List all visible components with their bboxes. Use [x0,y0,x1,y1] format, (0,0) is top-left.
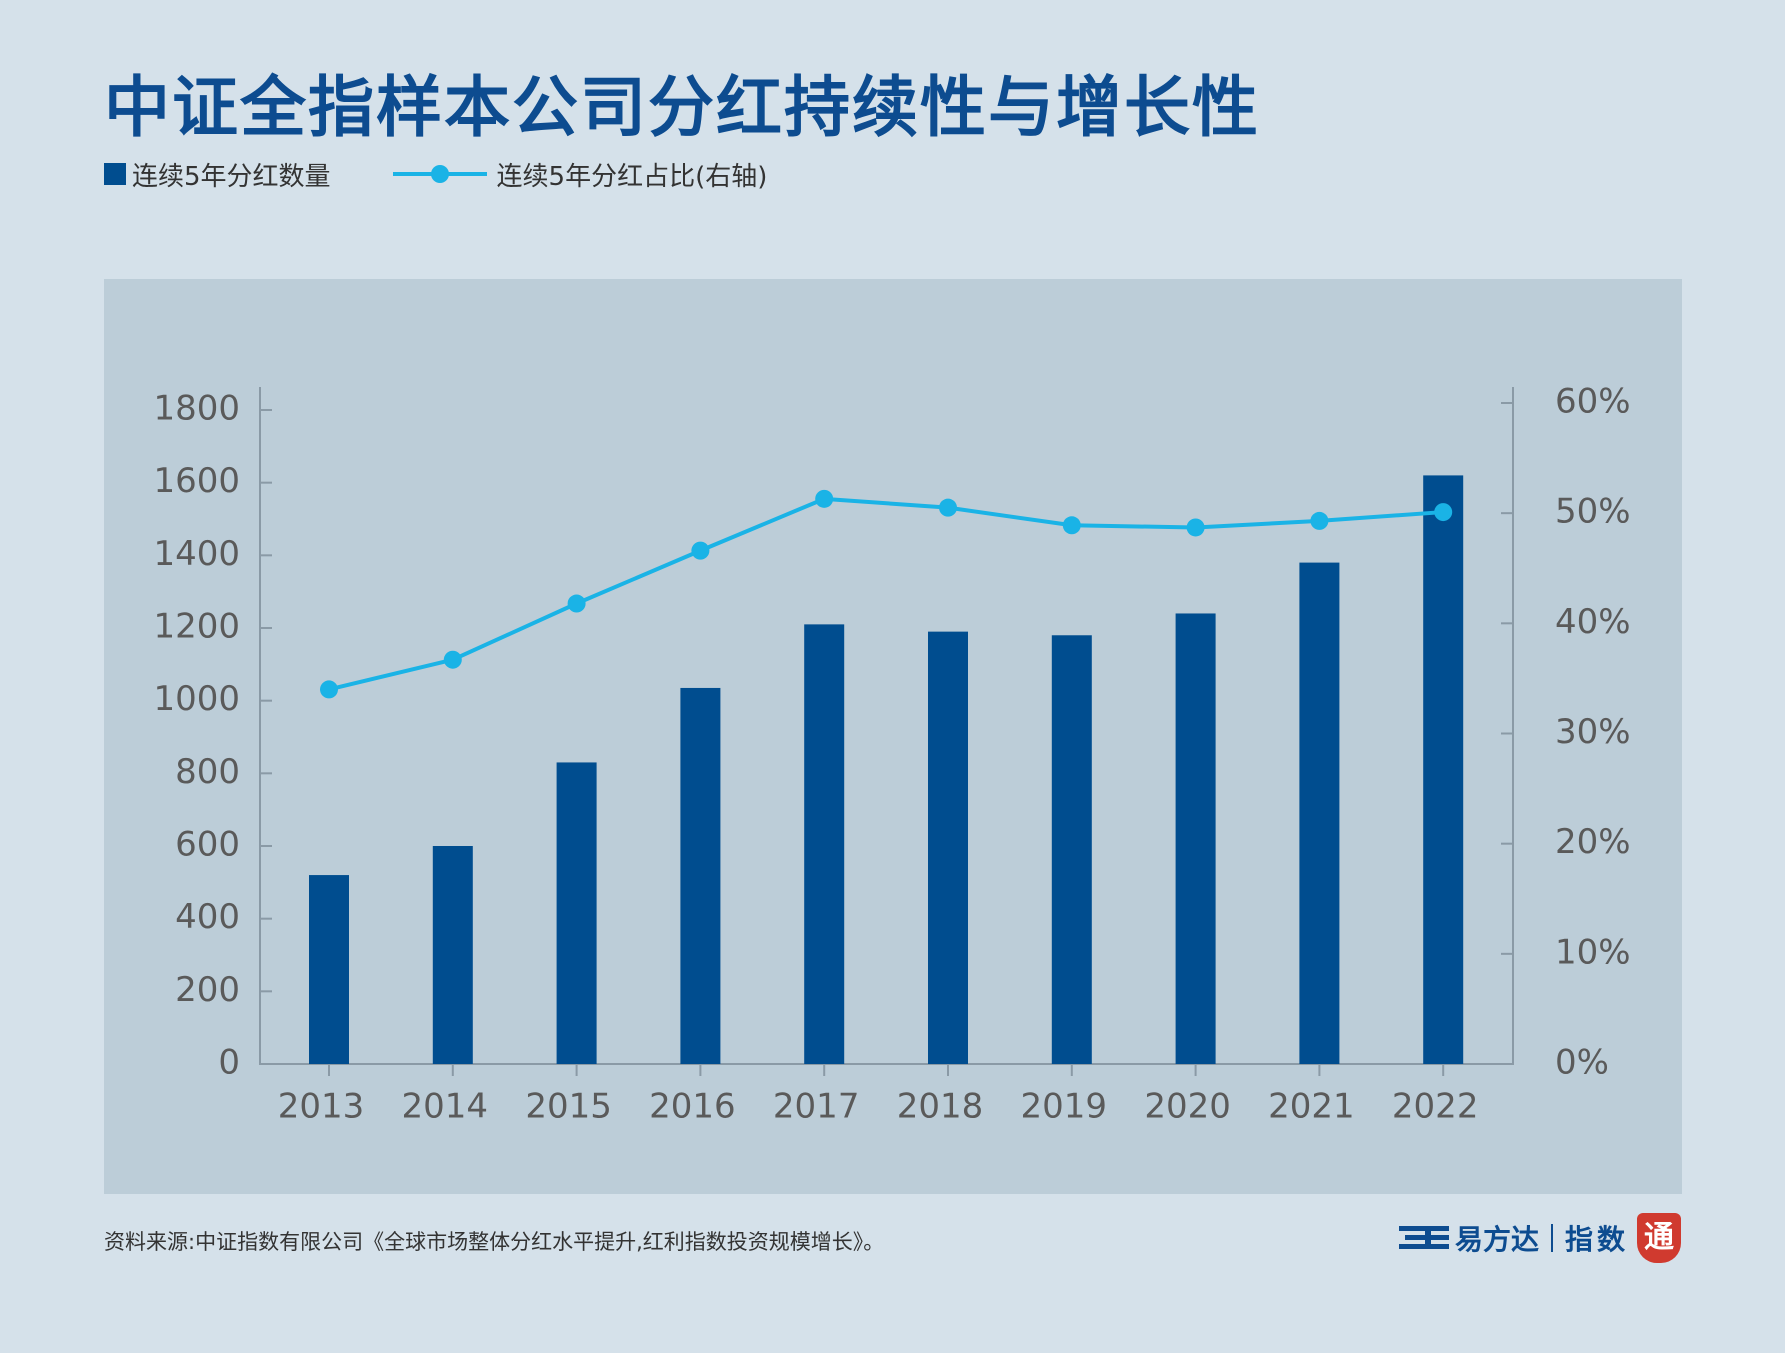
ratio-point-2022 [1434,503,1453,522]
ratio-point-2014 [443,650,462,669]
right-tick-label: 30% [1555,712,1631,752]
left-tick-label: 800 [175,752,240,792]
left-tick-label: 0 [218,1043,240,1083]
logo-divider [1550,1224,1553,1252]
ratio-point-2017 [815,489,834,508]
left-tick-label: 1400 [153,534,240,574]
legend-item-bar: 连续5年分红数量 [104,156,331,193]
brand-name: 易方达 [1454,1223,1539,1256]
left-tick-label: 1800 [153,389,240,429]
ratio-line [328,496,1444,692]
bar-2018 [928,631,968,1064]
right-tick-label: 0% [1555,1043,1609,1083]
x-tick-label: 2016 [649,1087,736,1127]
ratio-point-2015 [567,594,586,613]
x-tick-label: 2019 [1021,1087,1108,1127]
bar-2021 [1299,562,1340,1064]
x-tick-label: 2015 [525,1087,612,1127]
left-tick-label: 1200 [153,607,240,647]
chart-title: 中证全指样本公司分红持续性与增长性 [104,69,1260,146]
bar-2020 [1175,613,1216,1064]
right-tick-label: 60% [1555,382,1631,422]
bar-2016 [680,687,721,1064]
x-tick-label: 2020 [1144,1087,1231,1127]
left-tick-label: 600 [175,825,240,865]
x-tick-label: 2022 [1392,1087,1479,1127]
left-tick-label: 1600 [153,461,240,501]
right-tick-label: 50% [1555,492,1631,532]
bar-2013 [309,875,349,1064]
bar-2014 [432,846,473,1064]
legend-line-label: 连续5年分红占比(右轴) [496,161,768,192]
bar-2017 [804,624,845,1064]
source-note: 资料来源:中证指数有限公司《全球市场整体分红水平提升,红利指数投资规模增长》。 [104,1230,885,1254]
brand-subtitle: 指数 [1564,1223,1629,1256]
plot-area-background [104,279,1682,1194]
x-tick-label: 2013 [278,1087,365,1127]
legend: 连续5年分红数量 连续5年分红占比(右轴) [104,156,767,192]
legend-bar-label: 连续5年分红数量 [132,161,331,192]
bar-2015 [556,762,597,1064]
x-tick-label: 2017 [773,1087,860,1127]
right-tick-label: 20% [1555,822,1631,862]
ratio-point-2013 [320,680,338,699]
right-tick-label: 10% [1555,932,1631,972]
ratio-point-2020 [1186,518,1205,537]
left-tick-label: 400 [175,897,240,937]
legend-item-line: 连续5年分红占比(右轴) [392,156,768,193]
left-tick-label: 200 [175,970,240,1010]
ratio-point-2018 [939,498,957,517]
bar-2019 [1051,635,1092,1064]
seal-icon: 通 [1637,1213,1681,1263]
ratio-point-2016 [691,541,710,560]
ratio-point-2021 [1310,511,1329,530]
ratio-point-2019 [1062,516,1081,535]
brand-mark-icon [1398,1226,1449,1249]
x-tick-label: 2014 [402,1087,489,1127]
left-tick-label: 1000 [153,679,240,719]
x-tick-label: 2021 [1268,1087,1355,1127]
brand-logo: 易方达 指数 通 [1398,1210,1681,1266]
x-tick-label: 2018 [897,1087,984,1127]
legend-line-swatch [392,165,487,183]
bar-2022 [1423,475,1464,1064]
legend-bar-swatch [104,163,126,185]
right-tick-label: 40% [1555,602,1631,642]
